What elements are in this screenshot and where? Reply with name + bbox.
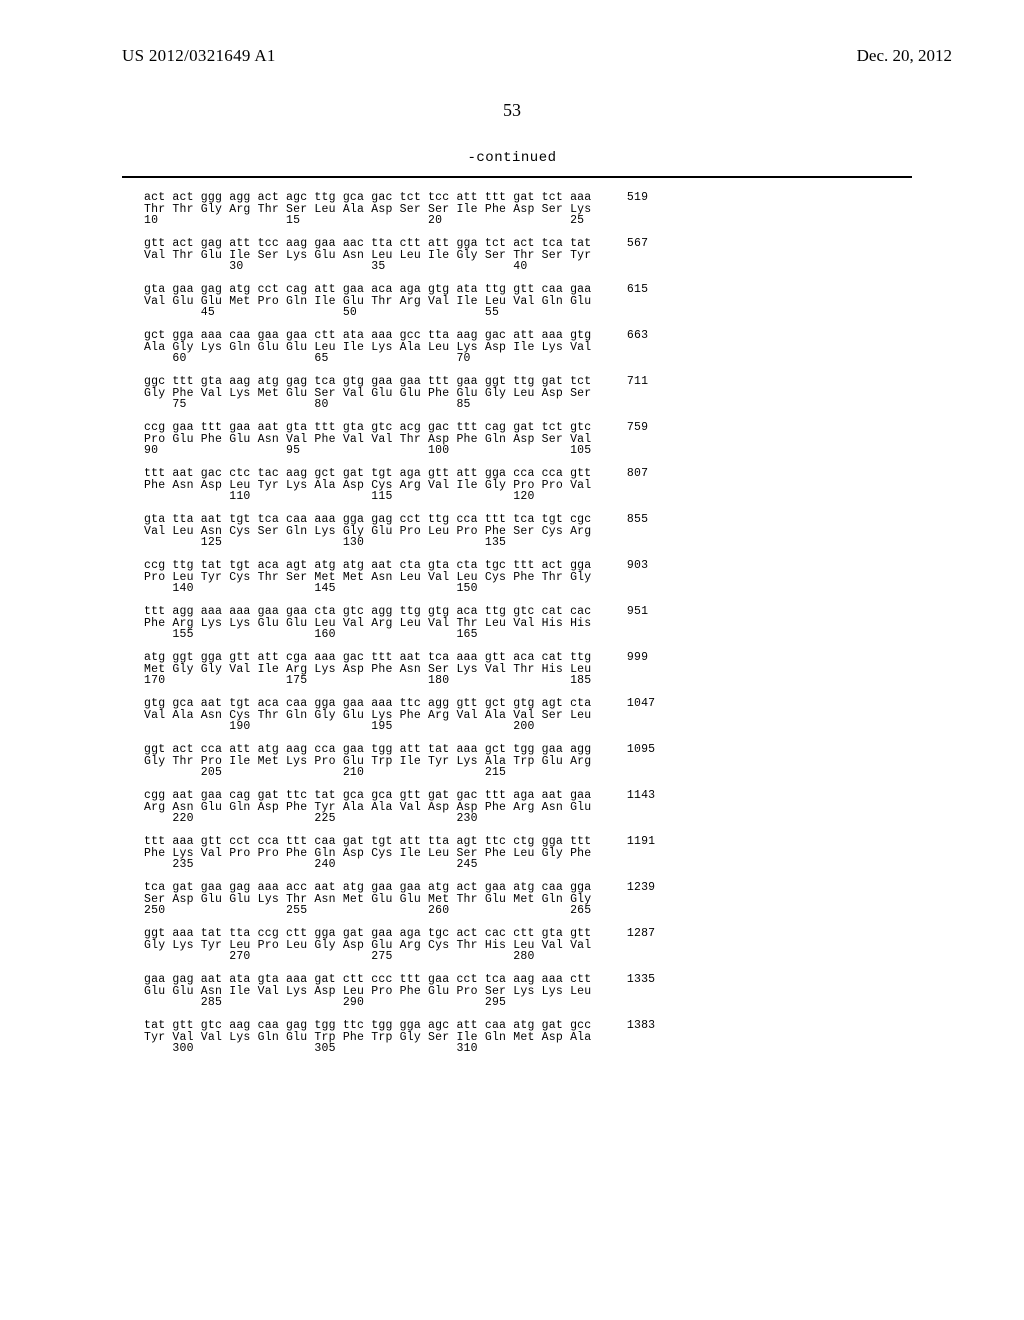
page-number: 53 [0, 100, 1024, 121]
page-header: US 2012/0321649 A1 Dec. 20, 2012 [0, 46, 1024, 76]
horizontal-rule [122, 176, 912, 178]
continued-label: -continued [0, 150, 1024, 166]
sequence-listing: act act ggg agg act agc ttg gca gac tct … [144, 192, 655, 1055]
publication-id: US 2012/0321649 A1 [122, 46, 276, 66]
publication-date: Dec. 20, 2012 [857, 46, 952, 66]
